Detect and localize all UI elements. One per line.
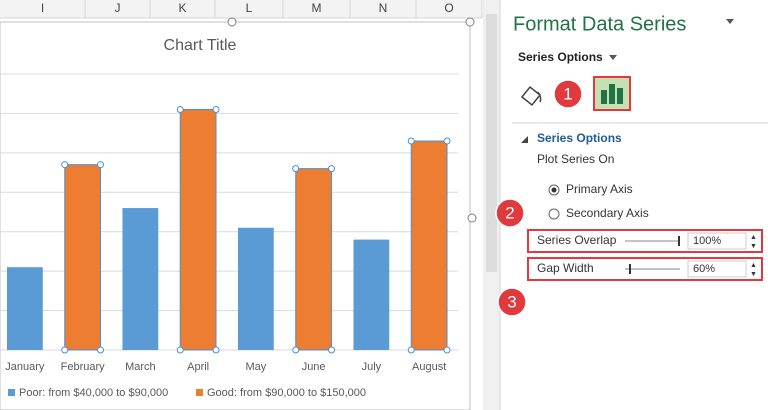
x-tick-label: March (125, 361, 156, 373)
callout-number: 1 (563, 84, 572, 103)
column-header: O (444, 1, 453, 15)
selection-handle[interactable] (292, 346, 300, 354)
menu-arrow[interactable] (609, 55, 617, 60)
bar (237, 227, 274, 350)
x-tick-label: May (245, 361, 266, 373)
callout-number: 3 (507, 292, 516, 311)
legend-label: Good: from $90,000 to $150,000 (207, 387, 366, 399)
selection-handle[interactable] (97, 346, 105, 354)
x-tick-label: April (187, 361, 209, 373)
legend-swatch (8, 389, 15, 396)
bar (295, 168, 333, 351)
scroll-thumb[interactable] (486, 14, 497, 272)
selection-handle[interactable] (61, 161, 69, 169)
bar (353, 239, 390, 350)
selection-handle[interactable] (292, 165, 300, 173)
spin-box[interactable] (687, 260, 747, 278)
selection-handle[interactable] (328, 346, 336, 354)
overlap-label: Series Overlap (537, 233, 617, 247)
handle[interactable] (465, 17, 475, 27)
plot-on-label: Plot Series On (537, 152, 614, 166)
spin-down[interactable]: ▼ (750, 271, 757, 278)
icon-bar (609, 84, 615, 104)
spin-box[interactable] (687, 232, 747, 250)
section-title[interactable]: Series Options (537, 131, 622, 145)
x-tick-label: August (412, 361, 446, 373)
overlap-value[interactable]: 100% (693, 235, 721, 247)
highlight-box (527, 229, 763, 253)
collapse-arrow[interactable] (521, 136, 528, 143)
selection-handle[interactable] (328, 165, 336, 173)
column-header-bar (0, 0, 482, 18)
legend-swatch (196, 389, 203, 396)
radio-dot (551, 187, 557, 193)
bar (6, 267, 43, 350)
pane-menu-arrow[interactable] (726, 19, 734, 24)
spin-down[interactable]: ▼ (750, 243, 757, 250)
selection-handle[interactable] (176, 105, 184, 113)
column-header: L (246, 1, 253, 15)
callout-number: 2 (505, 203, 514, 222)
chart-title: Chart Title (164, 37, 237, 54)
chart-handles (227, 17, 477, 223)
bar (122, 208, 159, 350)
bar (179, 108, 217, 351)
callout (497, 287, 527, 317)
selection-handle[interactable] (97, 161, 105, 169)
column-header: M (312, 1, 322, 15)
bar (410, 140, 448, 351)
bar (64, 164, 102, 351)
option-label[interactable]: Primary Axis (566, 182, 633, 196)
selection-handle[interactable] (407, 137, 415, 145)
selection-handle[interactable] (176, 346, 184, 354)
selection-handle[interactable] (212, 346, 220, 354)
column-header: N (379, 1, 388, 15)
handle[interactable] (467, 213, 477, 223)
selection-handle[interactable] (61, 346, 69, 354)
column-header: J (115, 1, 121, 15)
column-header: K (178, 1, 186, 15)
gap-value[interactable]: 60% (693, 263, 715, 275)
spin-up[interactable]: ▲ (750, 262, 757, 269)
legend-label: Poor: from $40,000 to $90,000 (19, 387, 168, 399)
fill-line-icon[interactable] (520, 85, 542, 107)
gap-label: Gap Width (537, 261, 594, 275)
format-pane: Format Data Series Series Options Series… (512, 13, 768, 281)
series-options-menu[interactable]: Series Options (518, 50, 603, 64)
icon-bar (617, 88, 623, 104)
selection-handle[interactable] (212, 105, 220, 113)
x-tick-label: June (302, 361, 326, 373)
x-tick-label: July (362, 361, 382, 373)
selection-handle[interactable] (443, 346, 451, 354)
radio[interactable] (548, 208, 560, 220)
spin-up[interactable]: ▲ (750, 234, 757, 241)
x-tick-label: January (5, 361, 45, 373)
handle[interactable] (227, 17, 237, 27)
selection-handle[interactable] (443, 137, 451, 145)
x-tick-label: February (61, 361, 106, 373)
pane-title: Format Data Series (513, 13, 686, 35)
selection-handle[interactable] (407, 346, 415, 354)
icon-bar (601, 90, 607, 104)
callout (495, 198, 525, 228)
callout (553, 79, 583, 109)
option-label[interactable]: Secondary Axis (566, 206, 649, 220)
column-header: I (41, 1, 44, 15)
highlight-box (527, 257, 763, 281)
